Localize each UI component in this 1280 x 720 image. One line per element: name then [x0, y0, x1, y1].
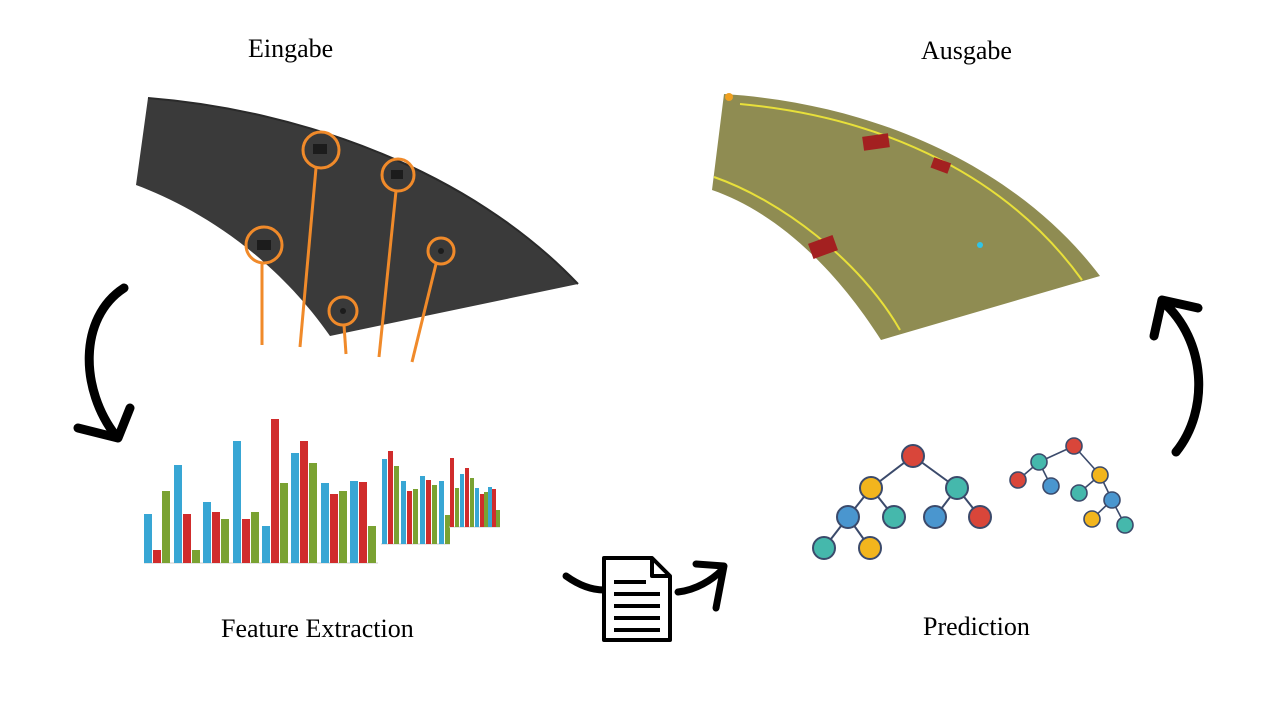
tree-node — [882, 505, 906, 529]
input-part-edge — [147, 97, 579, 285]
output-boundary-line — [713, 176, 901, 331]
tree-node — [1030, 453, 1048, 471]
tree-node — [1103, 491, 1121, 509]
curved-arrow-up-icon — [1149, 295, 1204, 457]
feature-bar-charts — [144, 419, 500, 564]
decision-tree-small — [1009, 437, 1134, 534]
tree-node — [1070, 484, 1088, 502]
defect-highlight-circle — [327, 295, 359, 327]
detected-defect — [930, 157, 952, 174]
tree-node — [836, 505, 860, 529]
output-part-image — [712, 93, 1100, 340]
input-part-image — [136, 97, 579, 363]
tree-node — [1009, 471, 1027, 489]
tree-node — [945, 476, 969, 500]
defect-pointer-lines — [260, 167, 438, 363]
tree-node — [1083, 510, 1101, 528]
tree-node — [812, 536, 836, 560]
tree-node — [858, 536, 882, 560]
tree-node — [923, 505, 947, 529]
defect-highlight-circle — [380, 157, 416, 193]
output-label: Ausgabe — [921, 36, 1012, 65]
defect-highlight-circle — [426, 236, 456, 266]
document-icon — [562, 556, 728, 642]
decision-tree-large — [812, 444, 992, 560]
input-defect-markers — [244, 130, 456, 327]
detected-defect — [862, 133, 890, 151]
bar-chart-medium — [381, 451, 450, 545]
tree-node — [1116, 516, 1134, 534]
input-label: Eingabe — [248, 34, 334, 63]
defect-highlight-circle — [301, 130, 341, 170]
feature-extraction-label: Feature Extraction — [221, 614, 414, 643]
defect-spots — [257, 144, 444, 314]
tree-node — [901, 444, 925, 468]
tree-node — [1065, 437, 1083, 455]
tree-node — [859, 476, 883, 500]
detected-point — [977, 242, 983, 248]
bar-chart-large — [144, 419, 378, 564]
output-part-shape — [712, 94, 1100, 340]
detected-defect — [808, 235, 838, 259]
tree-node — [968, 505, 992, 529]
curved-arrow-down-icon — [73, 283, 135, 443]
input-part-shape — [136, 98, 578, 336]
prediction-label: Prediction — [923, 612, 1030, 641]
tree-node — [1042, 477, 1060, 495]
tree-node — [1091, 466, 1109, 484]
detected-point — [725, 93, 733, 101]
defect-highlight-circle — [244, 225, 284, 265]
bar-chart-small — [449, 458, 500, 528]
